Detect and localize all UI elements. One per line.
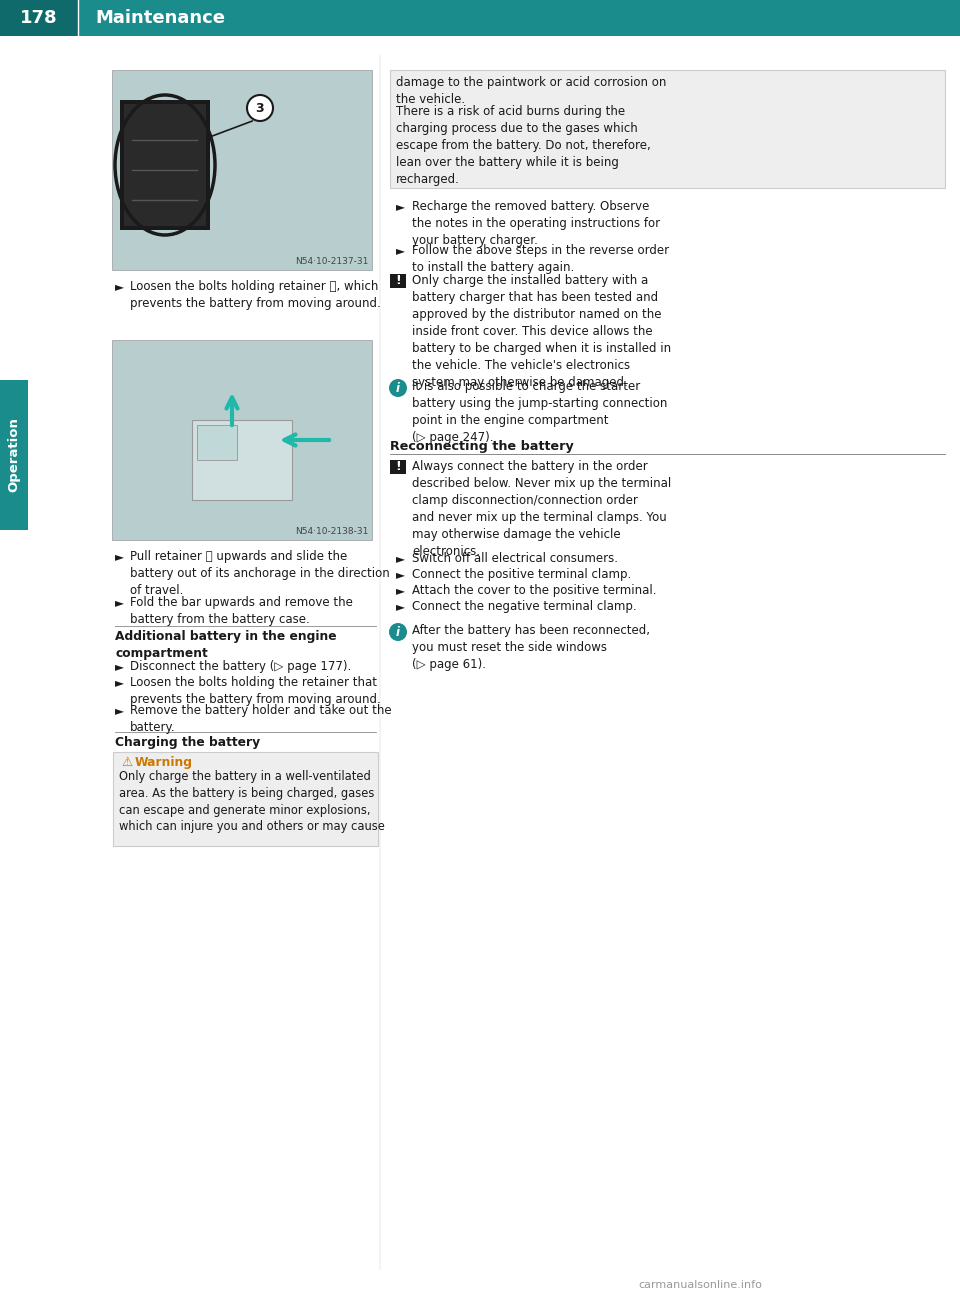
Bar <box>112 70 372 270</box>
Bar <box>112 340 372 540</box>
Text: Charging the battery: Charging the battery <box>115 736 260 749</box>
Text: !: ! <box>396 460 401 473</box>
Text: Connect the positive terminal clamp.: Connect the positive terminal clamp. <box>412 568 632 581</box>
Text: Attach the cover to the positive terminal.: Attach the cover to the positive termina… <box>412 585 657 598</box>
Text: ►: ► <box>396 552 405 565</box>
Text: Loosen the bolts holding retainer Ⓢ, which
prevents the battery from moving arou: Loosen the bolts holding retainer Ⓢ, whi… <box>130 280 381 310</box>
Text: Follow the above steps in the reverse order
to install the battery again.: Follow the above steps in the reverse or… <box>412 243 669 273</box>
Text: Switch off all electrical consumers.: Switch off all electrical consumers. <box>412 552 618 565</box>
Text: ►: ► <box>396 201 405 214</box>
Text: After the battery has been reconnected,
you must reset the side windows
(▷ page : After the battery has been reconnected, … <box>412 624 650 671</box>
Text: Maintenance: Maintenance <box>95 9 225 27</box>
Text: Only charge the installed battery with a
battery charger that has been tested an: Only charge the installed battery with a… <box>412 273 671 389</box>
Text: ►: ► <box>396 568 405 581</box>
Text: carmanualsonline.info: carmanualsonline.info <box>638 1280 762 1290</box>
Text: damage to the paintwork or acid corrosion on
the vehicle.: damage to the paintwork or acid corrosio… <box>396 76 666 105</box>
Circle shape <box>247 95 273 121</box>
Bar <box>113 753 378 846</box>
Text: N54·10-2138-31: N54·10-2138-31 <box>295 527 368 536</box>
Text: ►: ► <box>115 280 124 293</box>
Text: Reconnecting the battery: Reconnecting the battery <box>390 440 574 453</box>
Text: There is a risk of acid burns during the
charging process due to the gases which: There is a risk of acid burns during the… <box>396 105 651 186</box>
Text: !: ! <box>396 273 401 286</box>
Bar <box>124 104 206 227</box>
Bar <box>0 0 960 36</box>
Text: Recharge the removed battery. Observe
the notes in the operating instructions fo: Recharge the removed battery. Observe th… <box>412 201 660 247</box>
Bar <box>390 70 945 187</box>
Text: Connect the negative terminal clamp.: Connect the negative terminal clamp. <box>412 600 636 613</box>
Bar <box>197 424 237 460</box>
Text: Remove the battery holder and take out the
battery.: Remove the battery holder and take out t… <box>130 704 392 734</box>
Text: ⚠: ⚠ <box>121 756 132 769</box>
Text: Operation: Operation <box>8 418 20 492</box>
Text: i: i <box>396 381 400 395</box>
Text: 3: 3 <box>255 102 264 115</box>
Text: ►: ► <box>396 585 405 598</box>
Text: ►: ► <box>115 660 124 673</box>
Text: N54·10-2137-31: N54·10-2137-31 <box>295 256 368 266</box>
Circle shape <box>389 379 407 397</box>
Text: It is also possible to charge the starter
battery using the jump-starting connec: It is also possible to charge the starte… <box>412 380 667 444</box>
Bar <box>120 100 210 230</box>
Text: Disconnect the battery (▷ page 177).: Disconnect the battery (▷ page 177). <box>130 660 351 673</box>
Text: ►: ► <box>115 549 124 562</box>
Bar <box>390 273 406 288</box>
Text: Pull retainer Ⓢ upwards and slide the
battery out of its anchorage in the direct: Pull retainer Ⓢ upwards and slide the ba… <box>130 549 390 598</box>
Text: Always connect the battery in the order
described below. Never mix up the termin: Always connect the battery in the order … <box>412 460 671 559</box>
Bar <box>390 460 406 474</box>
Text: Fold the bar upwards and remove the
battery from the battery case.: Fold the bar upwards and remove the batt… <box>130 596 353 626</box>
Text: i: i <box>396 625 400 638</box>
Text: Additional battery in the engine
compartment: Additional battery in the engine compart… <box>115 630 337 660</box>
Text: ►: ► <box>115 596 124 609</box>
Text: ►: ► <box>396 243 405 256</box>
Bar <box>0 380 28 530</box>
Circle shape <box>389 622 407 641</box>
Text: Loosen the bolts holding the retainer that
prevents the battery from moving arou: Loosen the bolts holding the retainer th… <box>130 676 381 706</box>
Text: 178: 178 <box>20 9 58 27</box>
Bar <box>192 421 292 500</box>
Text: ►: ► <box>115 676 124 689</box>
Text: ►: ► <box>115 704 124 717</box>
Text: ►: ► <box>396 600 405 613</box>
Text: Warning: Warning <box>135 756 193 769</box>
Bar <box>0 0 78 36</box>
Text: Only charge the battery in a well-ventilated
area. As the battery is being charg: Only charge the battery in a well-ventil… <box>119 769 385 833</box>
